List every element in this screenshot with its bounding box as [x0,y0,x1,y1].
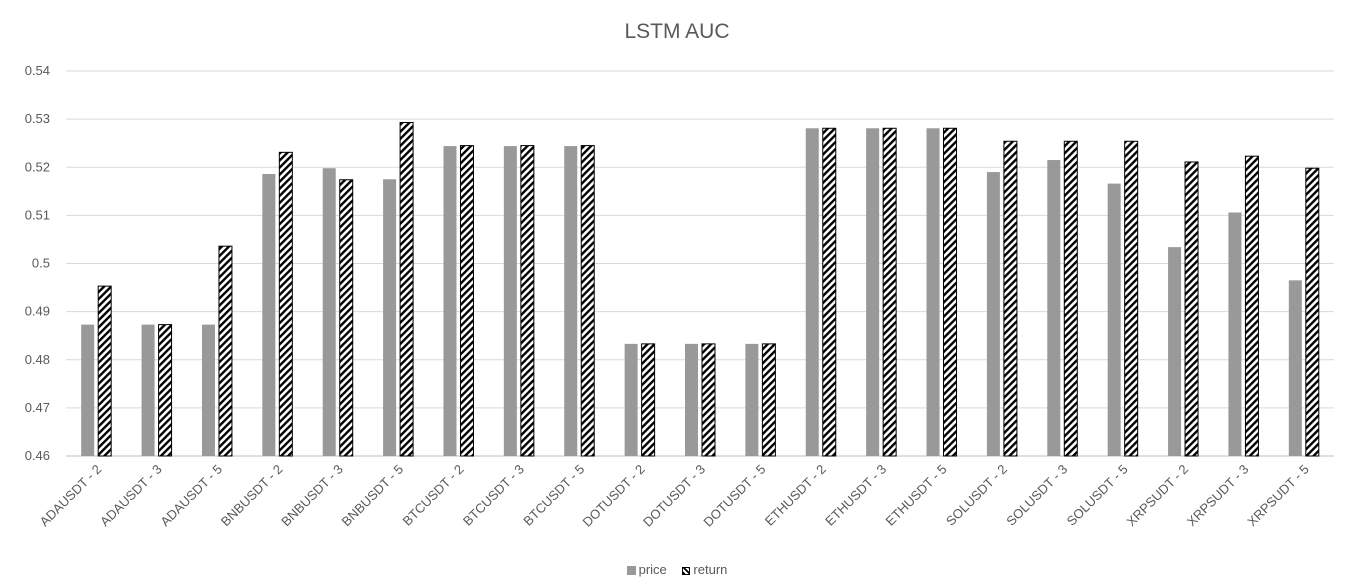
x-tick-label: XRPSUDT - 2 [1124,462,1192,530]
bar-return [218,245,233,457]
bar-return [1244,155,1259,457]
y-tick-label: 0.52 [25,159,50,174]
bar-price [81,324,95,456]
gridlines [66,70,1334,457]
bar-price [1047,160,1061,456]
x-tick-label: SOLUSDT - 3 [1003,462,1070,529]
x-tick-label: BTCUSDT - 3 [460,462,527,529]
bar-price [685,343,698,456]
y-tick-label: 0.53 [25,111,50,126]
bar-price [503,146,517,456]
bar-price [443,146,457,456]
bar-price [926,128,940,457]
x-tick-label: BTCUSDT - 2 [399,462,466,529]
bar-return [701,343,716,457]
x-tick-label: BNBUSDT - 5 [339,462,407,530]
legend-swatch-price [626,566,636,576]
bar-return [1124,140,1139,457]
x-tick-label: ADAUSDT - 2 [37,462,105,530]
bar-return [580,145,595,457]
x-tick-label: DOTUSDT - 5 [700,462,768,530]
legend-item-price: price [626,562,667,578]
bar-return [641,343,656,457]
bar-return [761,343,776,457]
bar-return [1184,161,1199,457]
x-tick-label: ADAUSDT - 5 [157,462,225,530]
bar-return [278,151,293,457]
bar-return [399,121,414,457]
bar-return [158,324,173,457]
x-tick-label: ETHUSDT - 2 [762,462,829,529]
x-tick-label: ETHUSDT - 3 [822,462,889,529]
x-tick-label: XRPSUDT - 5 [1244,462,1312,530]
bar-return [1063,140,1078,457]
x-tick-label: ETHUSDT - 5 [883,462,950,529]
y-tick-label: 0.46 [25,448,50,463]
bar-price [805,128,819,457]
bar-price [745,343,759,456]
y-tick-label: 0.48 [25,352,50,367]
bar-return [520,145,535,457]
y-tick-label: 0.54 [25,63,50,78]
x-tick-label: BTCUSDT - 5 [520,462,587,529]
bar-price [201,324,215,456]
bar-return [97,285,112,457]
bar-return [459,145,474,457]
x-tick-label: SOLUSDT - 2 [943,462,1010,529]
bar-price [141,324,155,456]
legend-label-price: price [638,562,667,578]
x-tick-label: BNBUSDT - 3 [278,462,346,530]
x-tick-label: DOTUSDT - 3 [640,462,708,530]
x-tick-label: BNBUSDT - 2 [218,462,286,530]
bar-return [822,127,837,457]
bars [81,121,1320,457]
bar-return [943,127,958,457]
x-tick-label: XRPSUDT - 3 [1184,462,1252,530]
x-tick-label: DOTUSDT - 2 [580,462,648,530]
legend-label-return: return [693,562,728,578]
bar-price [624,343,638,456]
bar-price [866,128,880,457]
bar-price [322,168,336,456]
legend: price return [0,561,1354,577]
y-axis-ticks: 0.46 0.47 0.48 0.49 0.5 0.51 0.52 0.53 0.54 [25,63,50,463]
y-tick-label: 0.47 [25,400,50,415]
x-tick-label: ADAUSDT - 3 [97,462,165,530]
y-tick-label: 0.5 [32,256,50,271]
bar-price [1228,212,1242,456]
bar-return [882,127,897,457]
bar-price [262,173,276,457]
bar-price [1168,247,1182,456]
bar-price [1107,183,1121,457]
bar-price [1288,280,1302,456]
chart-title: LSTM AUC [624,20,730,43]
legend-swatch-return [682,567,691,576]
y-tick-label: 0.51 [25,207,50,222]
legend-item-return: return [682,562,727,577]
bar-return [1305,167,1320,457]
x-tick-label: SOLUSDT - 5 [1064,462,1131,529]
bar-price [383,179,397,456]
bar-price [564,146,578,456]
y-tick-label: 0.49 [25,304,50,319]
bar-price [986,172,1000,456]
bar-return [1003,140,1018,457]
bar-return [339,179,354,457]
